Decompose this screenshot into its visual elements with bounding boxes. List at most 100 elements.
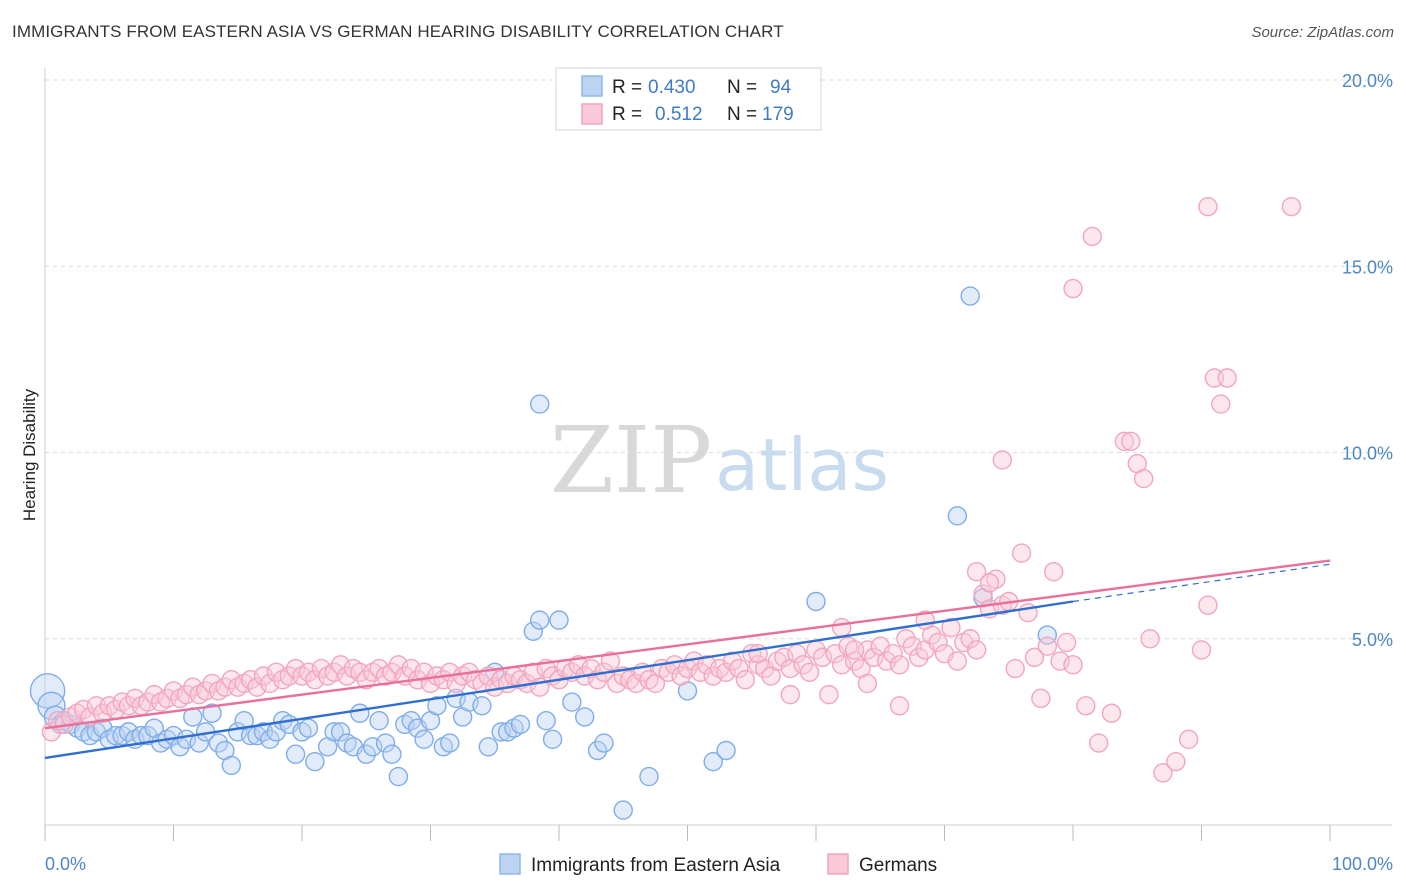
legend-bottom: Immigrants from Eastern Asia Germans — [499, 853, 937, 876]
trend-lines — [44, 559, 1331, 760]
germans-point-144 — [966, 640, 987, 660]
y-tick-label-3: 20.0% — [1342, 71, 1393, 91]
series-immigrants-points — [29, 286, 1058, 820]
germans-point-170 — [1178, 729, 1199, 750]
germans-point-159 — [1063, 655, 1083, 675]
immigrants-point-55 — [388, 766, 409, 787]
germans-point-178 — [857, 673, 878, 694]
y-tick-label-1: 10.0% — [1342, 444, 1393, 464]
immigrants-point-63 — [440, 733, 460, 753]
germans-point-121 — [819, 684, 839, 705]
germans-point-174 — [1211, 394, 1231, 414]
germans-point-108 — [735, 670, 756, 690]
y-tick-label-2: 15.0% — [1342, 257, 1393, 277]
legend-r-label-germans: R = — [612, 104, 642, 125]
immigrants-point-30 — [221, 755, 242, 776]
germans-point-161 — [1082, 226, 1102, 247]
immigrants-point-84 — [639, 766, 659, 787]
immigrants-point-68 — [478, 737, 499, 757]
legend-n-label-immigrants: N = — [727, 77, 757, 98]
legend-bottom-label-immigrants: Immigrants from Eastern Asia — [531, 855, 781, 876]
immigrants-point-67 — [472, 696, 492, 716]
immigrants-point-89 — [947, 506, 968, 526]
immigrants-point-90 — [960, 286, 980, 306]
legend-swatch-germans — [581, 103, 603, 125]
immigrants-point-50 — [356, 744, 376, 764]
legend-bottom-label-germans: Germans — [859, 855, 937, 876]
germans-point-171 — [1191, 640, 1212, 660]
y-tick-labels: 5.0% 10.0% 15.0% 20.0% — [1342, 71, 1393, 650]
germans-point-106 — [722, 651, 743, 671]
legend-n-label-germans: N = — [727, 104, 757, 125]
immigrants-point-91 — [1037, 625, 1058, 645]
immigrants-point-57 — [401, 711, 421, 731]
legend-r-label-immigrants: R = — [612, 77, 642, 98]
immigrants-point-74 — [523, 621, 543, 641]
legend-n-value-germans: 179 — [762, 104, 794, 125]
germans-point-181 — [780, 684, 800, 705]
germans-point-177 — [1281, 196, 1302, 217]
immigrants-point-42 — [298, 718, 319, 738]
chart-title: IMMIGRANTS FROM EASTERN ASIA VS GERMAN H… — [12, 22, 784, 41]
germans-point-156 — [1044, 562, 1064, 582]
germans-point-155 — [1037, 636, 1058, 656]
germans-point-153 — [1024, 647, 1045, 668]
germans-point-158 — [1056, 632, 1077, 653]
legend-r-value-germans: 0.512 — [655, 104, 703, 125]
germans-point-167 — [1133, 468, 1154, 489]
germans-point-162 — [1088, 733, 1109, 753]
watermark: ZIP atlas — [550, 407, 889, 514]
germans-point-164 — [1114, 431, 1135, 452]
germans-point-169 — [1166, 751, 1186, 772]
germans-point-117 — [793, 655, 813, 675]
legend-top: R = 0.430 N = 94 R = 0.512 N = 179 — [555, 67, 822, 131]
x-tick-labels: 0.0% 100.0% — [45, 854, 1393, 874]
legend-swatch-immigrants — [581, 75, 603, 97]
immigrants-point-59 — [414, 729, 434, 750]
immigrants-point-88 — [530, 394, 550, 414]
immigrants-point-80 — [575, 707, 595, 727]
immigrants-point-79 — [562, 692, 582, 712]
germans-point-188 — [1140, 629, 1160, 649]
chart-source: Source: ZipAtlas.com — [1251, 24, 1394, 41]
trend-line-immigrants — [44, 600, 1074, 760]
germans-point-132 — [889, 655, 910, 675]
germans-point-165 — [1121, 431, 1141, 452]
series-germans-points — [41, 196, 1302, 783]
x-tick-label-0: 0.0% — [45, 854, 86, 874]
watermark-zip: ZIP — [550, 407, 712, 514]
immigrants-point-75 — [530, 610, 550, 630]
immigrants-point-83 — [613, 800, 633, 820]
germans-point-133 — [896, 629, 916, 649]
germans-point-87 — [600, 651, 621, 671]
immigrants-point-49 — [350, 703, 370, 723]
germans-point-179 — [889, 696, 910, 716]
immigrants-point-54 — [382, 744, 402, 764]
germans-point-189 — [832, 617, 852, 638]
immigrants-point-46 — [330, 722, 351, 742]
trend-line-germans — [44, 559, 1331, 730]
germans-point-160 — [1076, 696, 1096, 716]
immigrants-point-36 — [260, 729, 280, 750]
germans-point-184 — [966, 562, 987, 582]
immigrants-point-45 — [324, 722, 344, 742]
germans-point-131 — [883, 643, 903, 664]
immigrants-point-76 — [536, 711, 556, 731]
germans-point-175 — [1217, 368, 1237, 388]
immigrants-point-43 — [305, 751, 325, 772]
germans-point-150 — [1005, 658, 1025, 679]
y-axis-title: Hearing Disability — [20, 388, 39, 521]
immigrants-point-28 — [208, 733, 229, 753]
germans-point-141 — [947, 651, 968, 671]
immigrants-point-53 — [375, 733, 396, 753]
axes — [44, 68, 1392, 841]
immigrants-point-78 — [549, 610, 569, 630]
immigrants-point-27 — [202, 703, 222, 723]
germans-point-98 — [671, 666, 691, 686]
germans-point-182 — [844, 640, 865, 660]
immigrants-point-81 — [587, 740, 608, 761]
germans-point-154 — [1031, 688, 1051, 709]
legend-bottom-swatch-germans — [827, 853, 849, 875]
immigrants-point-61 — [427, 696, 447, 716]
